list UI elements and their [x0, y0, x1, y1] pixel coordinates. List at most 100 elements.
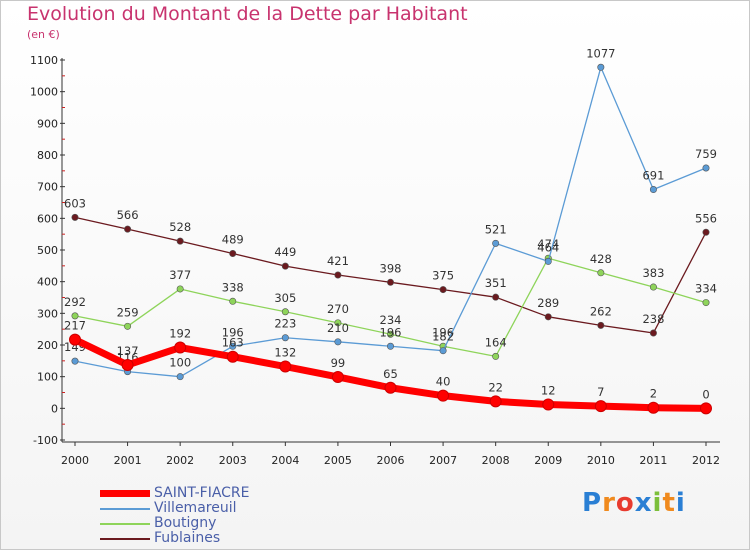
data-point — [386, 278, 394, 286]
data-label: 2 — [650, 387, 657, 401]
y-tick-label: 100 — [37, 371, 58, 384]
x-tick-label: 2004 — [271, 454, 299, 467]
data-label: 99 — [331, 356, 346, 370]
data-point — [492, 239, 500, 247]
data-label: 375 — [432, 269, 454, 283]
data-label: 137 — [117, 344, 139, 358]
data-point — [544, 257, 552, 265]
data-label: 351 — [485, 276, 507, 290]
legend-item-villemareuil: Villemareuil — [100, 500, 340, 516]
data-label: 210 — [327, 321, 349, 335]
data-point — [229, 249, 237, 257]
y-tick-label: 200 — [37, 339, 58, 352]
data-point — [71, 312, 79, 320]
data-point — [597, 63, 605, 71]
legend-label: Boutigny — [154, 515, 217, 531]
data-point — [492, 352, 500, 360]
data-point — [281, 334, 289, 342]
data-point — [226, 350, 239, 363]
data-label: 691 — [642, 169, 664, 183]
data-point — [439, 347, 447, 355]
data-label: 223 — [274, 317, 296, 331]
data-label: 234 — [380, 313, 402, 327]
data-point — [71, 213, 79, 221]
data-label: 528 — [169, 220, 191, 234]
data-label: 100 — [169, 356, 191, 370]
data-label: 65 — [383, 367, 398, 381]
data-point — [176, 237, 184, 245]
data-point — [174, 341, 187, 354]
proxiti-logo: Proxiti — [582, 488, 686, 518]
data-point — [702, 164, 710, 172]
data-label: 489 — [222, 232, 244, 246]
data-point — [334, 338, 342, 346]
data-label: 292 — [64, 295, 86, 309]
x-tick-label: 2008 — [482, 454, 510, 467]
x-tick-label: 2007 — [429, 454, 457, 467]
data-point — [542, 398, 555, 411]
data-point — [649, 186, 657, 194]
logo-letter: t — [662, 488, 676, 518]
data-label: 556 — [695, 211, 717, 225]
data-label: 338 — [222, 280, 244, 294]
y-tick-label: 0 — [51, 402, 58, 415]
data-label: 377 — [169, 268, 191, 282]
data-point — [386, 330, 394, 338]
data-point — [281, 308, 289, 316]
data-label: 132 — [274, 346, 296, 360]
data-point — [649, 283, 657, 291]
data-point — [597, 321, 605, 329]
legend-label: Villemareuil — [154, 500, 237, 516]
x-tick-label: 2006 — [377, 454, 405, 467]
data-point — [386, 342, 394, 350]
data-point — [439, 286, 447, 294]
legend-item-saint-fiacre: SAINT-FIACRE — [100, 485, 340, 501]
y-tick-label: 900 — [37, 117, 58, 130]
data-point — [229, 342, 237, 350]
y-tick-label: 500 — [37, 244, 58, 257]
legend-swatch — [100, 538, 150, 540]
data-point — [492, 293, 500, 301]
data-label: 521 — [485, 222, 507, 236]
data-label: 464 — [537, 240, 559, 254]
data-label: 22 — [488, 380, 503, 394]
logo-letter: r — [602, 488, 616, 518]
data-point — [334, 319, 342, 327]
data-point — [597, 269, 605, 277]
data-point — [384, 381, 397, 394]
data-point — [176, 285, 184, 293]
data-label: 428 — [590, 252, 612, 266]
y-tick-label: 300 — [37, 307, 58, 320]
data-label: 196 — [380, 325, 402, 339]
legend-label: Fublaines — [154, 530, 221, 546]
data-point — [121, 358, 134, 371]
legend-swatch — [100, 523, 150, 525]
y-tick-label: 1100 — [30, 54, 58, 67]
data-label: 262 — [590, 304, 612, 318]
data-point — [176, 373, 184, 381]
data-label: 449 — [274, 245, 296, 259]
data-point — [702, 299, 710, 307]
data-point — [649, 329, 657, 337]
y-tick-label: 700 — [37, 181, 58, 194]
data-label: 334 — [695, 282, 717, 296]
data-point — [544, 313, 552, 321]
data-point — [437, 389, 450, 402]
x-tick-label: 2009 — [534, 454, 562, 467]
data-label: 305 — [274, 291, 296, 305]
unit-label: (en €) — [27, 28, 60, 41]
data-label: 217 — [64, 319, 86, 333]
chart-title: Evolution du Montant de la Dette par Hab… — [27, 3, 468, 25]
legend: SAINT-FIACRE Villemareuil Boutigny Fubla… — [100, 485, 340, 546]
legend-swatch — [100, 490, 150, 497]
data-point — [229, 297, 237, 305]
data-label: 383 — [642, 266, 664, 280]
data-label: 289 — [537, 296, 559, 310]
data-point — [281, 262, 289, 270]
data-label: 164 — [485, 335, 507, 349]
data-label: 7 — [597, 385, 604, 399]
legend-label: SAINT-FIACRE — [154, 485, 250, 501]
logo-letter: i — [675, 488, 686, 518]
